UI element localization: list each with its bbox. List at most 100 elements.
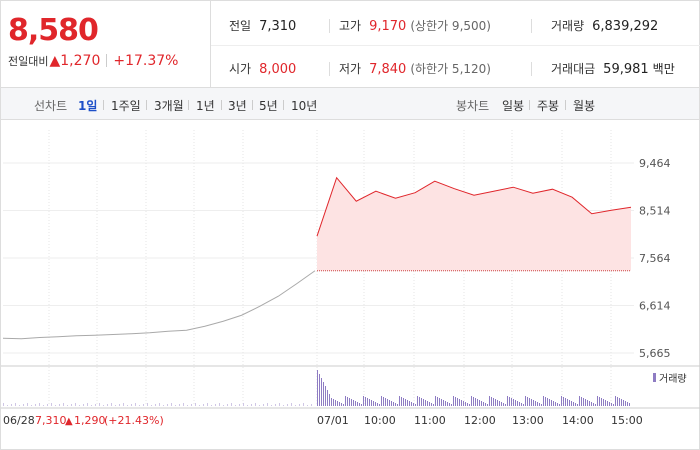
- volume-bar: [91, 405, 92, 406]
- volume-bar: [451, 404, 452, 406]
- volume-bar: [179, 404, 180, 406]
- volume-bar: [537, 402, 538, 406]
- volume-bar: [391, 401, 392, 406]
- volume-bar: [71, 404, 72, 406]
- volume-bar: [555, 402, 556, 406]
- volume-bar: [413, 403, 414, 406]
- tab-1d[interactable]: 1일: [78, 99, 98, 113]
- volume-bar: [611, 403, 612, 406]
- volume-bar: [341, 403, 342, 406]
- volume-bar: [425, 400, 426, 406]
- volume-bar: [625, 401, 626, 406]
- y-tick-label: 9,464: [639, 157, 671, 170]
- volume-bar: [371, 400, 372, 406]
- volume-bar: [287, 404, 288, 406]
- volume-bar: [47, 404, 48, 406]
- volume-bar: [231, 403, 232, 406]
- volume-bar: [629, 403, 630, 406]
- divider: [252, 100, 253, 110]
- tab-1y[interactable]: 1년: [196, 99, 215, 113]
- volume-label: 거래량: [551, 19, 585, 33]
- tab-daily[interactable]: 일봉: [502, 99, 525, 113]
- footer-pct: (+21.43%): [104, 414, 164, 427]
- tab-5y[interactable]: 5년: [259, 99, 278, 113]
- volume-bar: [211, 405, 212, 406]
- volume-bar: [443, 400, 444, 406]
- volume-bar: [359, 403, 360, 406]
- tab-monthly[interactable]: 월봉: [573, 99, 596, 113]
- volume-bar: [581, 397, 582, 406]
- divider: [329, 62, 330, 76]
- volume-bar: [473, 397, 474, 406]
- open-label: 시가: [229, 62, 252, 76]
- volume-bar: [507, 396, 508, 406]
- volume-bar: [433, 404, 434, 406]
- price-block: 8,580 전일대비▲1,270 +17.37%: [1, 1, 211, 89]
- period-tabbar: 선차트 1일 1주일 3개월 1년 3년 5년 10년 봉차트 일봉 주봉 월봉: [0, 88, 700, 120]
- volume-bar: [591, 402, 592, 406]
- volume-bar: [151, 405, 152, 406]
- volume-bar: [95, 404, 96, 406]
- volume-bar: [619, 398, 620, 406]
- volume-bar: [291, 403, 292, 406]
- volume-bar: [457, 398, 458, 406]
- volume-bar: [303, 403, 304, 406]
- volume-bar: [503, 403, 504, 406]
- volume-bar: [545, 397, 546, 406]
- volume-bar: [597, 396, 598, 406]
- high-label: 고가: [339, 19, 362, 33]
- volume-bar: [541, 404, 542, 406]
- volume-bar: [115, 405, 116, 406]
- volume-bar: [331, 398, 332, 406]
- prev-label: 전일: [229, 19, 252, 33]
- volume-bar: [83, 404, 84, 406]
- tab-1w[interactable]: 1주일: [111, 99, 141, 113]
- volume-bar: [505, 404, 506, 406]
- volume-bar: [259, 405, 260, 406]
- volume-bar: [601, 398, 602, 406]
- volume-bar: [477, 399, 478, 406]
- stat-prev: 전일 7,310: [229, 17, 296, 34]
- volume-bar: [395, 403, 396, 406]
- volume-bar: [79, 405, 80, 406]
- tab-10y[interactable]: 10년: [291, 99, 318, 113]
- stat-amount: 거래대금 59,981 백만: [551, 60, 675, 77]
- volume-bar: [551, 400, 552, 406]
- volume-bar: [75, 403, 76, 406]
- current-price: 8,580: [8, 13, 99, 48]
- volume-bar: [435, 396, 436, 406]
- tab-3y[interactable]: 3년: [228, 99, 247, 113]
- tab-3m[interactable]: 3개월: [154, 99, 184, 113]
- volume-bar: [579, 396, 580, 406]
- volume-bar: [599, 397, 600, 406]
- volume-bar: [135, 403, 136, 406]
- volume-bar: [377, 403, 378, 406]
- volume-bar: [279, 403, 280, 406]
- volume-bar: [609, 402, 610, 406]
- volume-bar: [187, 405, 188, 406]
- change-value: 1,270: [60, 53, 101, 69]
- high-value: 9,170: [369, 19, 407, 34]
- volume-bar: [131, 404, 132, 406]
- volume-bar: [415, 404, 416, 406]
- volume-bar: [519, 402, 520, 406]
- volume-bar: [607, 401, 608, 406]
- volume-bar: [159, 403, 160, 406]
- volume-bar: [571, 401, 572, 406]
- volume-bar: [127, 405, 128, 406]
- volume-bar: [565, 398, 566, 406]
- tab-weekly[interactable]: 주봉: [537, 99, 560, 113]
- volume-bar: [525, 396, 526, 406]
- volume-bar: [369, 399, 370, 406]
- volume-bar: [539, 403, 540, 406]
- volume-bar: [111, 403, 112, 406]
- volume-bar: [471, 396, 472, 406]
- volume-bar: [439, 398, 440, 406]
- volume-bar: [361, 404, 362, 406]
- volume-bar: [547, 398, 548, 406]
- volume-bar: [447, 402, 448, 406]
- up-arrow-icon: ▲: [49, 53, 61, 69]
- volume-bar: [589, 401, 590, 406]
- volume-bar: [59, 404, 60, 406]
- volume-bar: [399, 396, 400, 406]
